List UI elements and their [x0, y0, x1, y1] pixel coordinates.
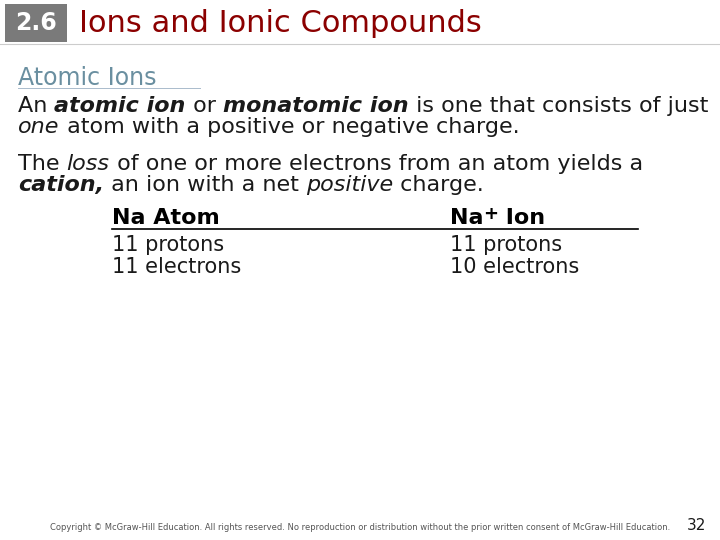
- Text: an ion with a net: an ion with a net: [104, 175, 306, 195]
- Text: An: An: [18, 96, 55, 116]
- Text: 11 protons: 11 protons: [450, 235, 562, 255]
- Text: of one or more electrons from an atom yields a: of one or more electrons from an atom yi…: [109, 154, 643, 174]
- Text: 2.6: 2.6: [15, 11, 57, 35]
- Text: Na Atom: Na Atom: [112, 208, 220, 228]
- Text: Na: Na: [450, 208, 484, 228]
- Text: atomic ion: atomic ion: [55, 96, 186, 116]
- Text: one: one: [18, 117, 60, 137]
- Text: 10 electrons: 10 electrons: [450, 257, 580, 277]
- Text: +: +: [484, 205, 498, 223]
- Text: positive: positive: [306, 175, 393, 195]
- Text: is one that consists of just: is one that consists of just: [409, 96, 708, 116]
- Text: loss: loss: [67, 154, 109, 174]
- Text: 32: 32: [687, 518, 706, 533]
- Text: Copyright © McGraw-Hill Education. All rights reserved. No reproduction or distr: Copyright © McGraw-Hill Education. All r…: [50, 523, 670, 532]
- Text: monatomic ion: monatomic ion: [223, 96, 409, 116]
- Text: Atomic Ions: Atomic Ions: [18, 66, 156, 90]
- Text: cation,: cation,: [18, 175, 104, 195]
- Text: 11 electrons: 11 electrons: [112, 257, 241, 277]
- Text: atom with a positive or negative charge.: atom with a positive or negative charge.: [60, 117, 519, 137]
- Text: or: or: [186, 96, 223, 116]
- Text: Ion: Ion: [498, 208, 546, 228]
- Text: 11 protons: 11 protons: [112, 235, 224, 255]
- Text: charge.: charge.: [393, 175, 484, 195]
- Bar: [5, 4, 67, 42]
- Text: Ions and Ionic Compounds: Ions and Ionic Compounds: [79, 9, 482, 37]
- Text: The: The: [18, 154, 67, 174]
